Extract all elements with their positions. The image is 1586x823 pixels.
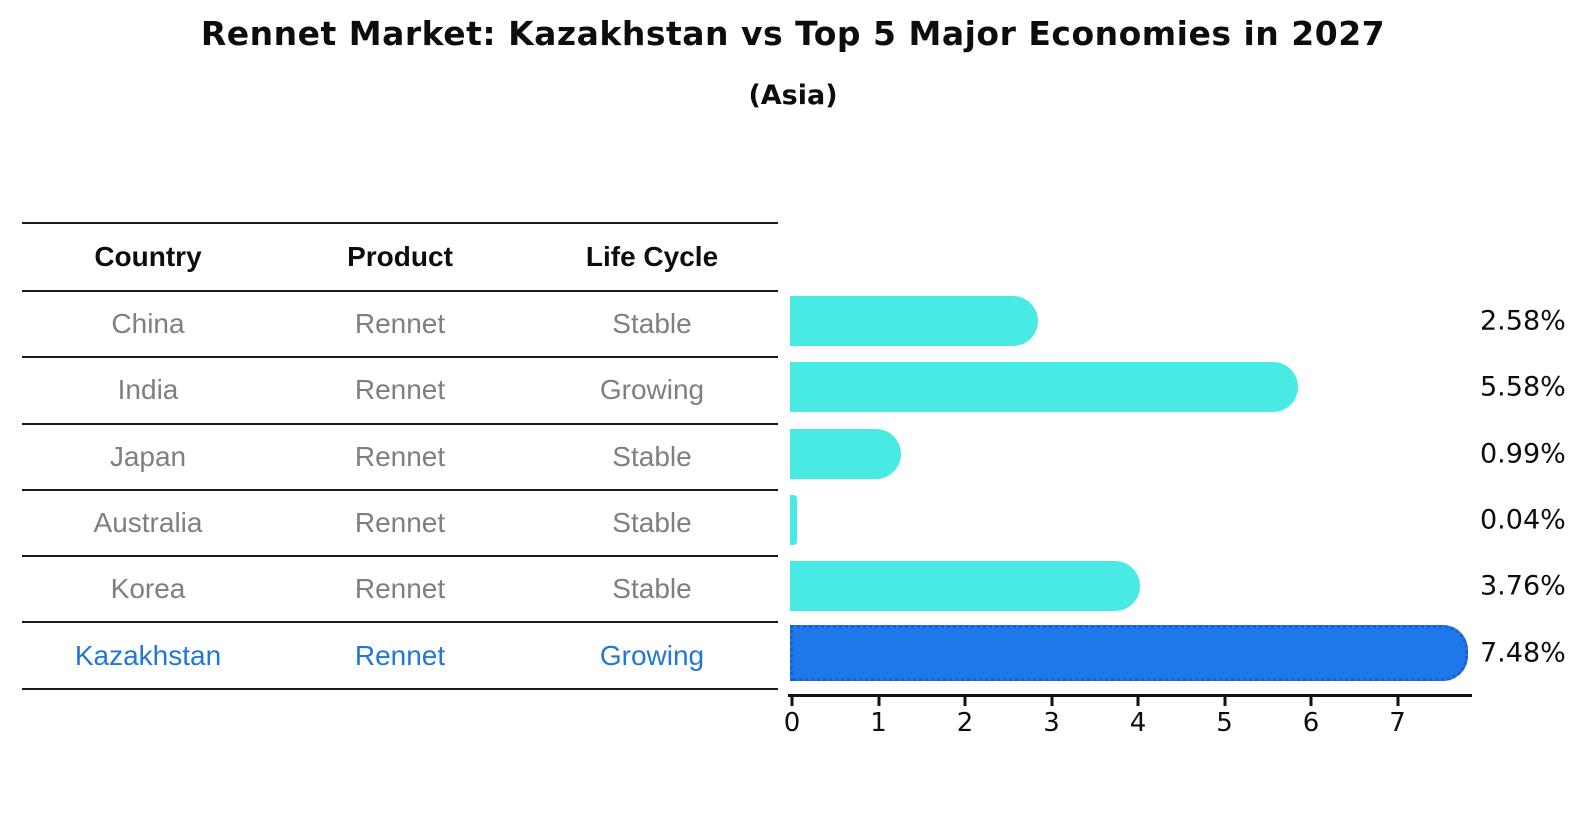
x-tick-mark: [790, 697, 794, 706]
value-label-korea: 3.76%: [1480, 570, 1566, 602]
x-tick-mark: [1050, 697, 1053, 706]
table-row-china: China Rennet Stable: [22, 292, 778, 359]
cell-country: Kazakhstan: [74, 639, 222, 671]
cell-product: Rennet: [354, 507, 446, 539]
table-header-row: Country Product Life Cycle: [22, 224, 778, 292]
column-header-product: Product: [347, 241, 453, 272]
bar-china: [790, 296, 1039, 346]
x-tick-mark: [963, 697, 967, 706]
cell-product: Rennet: [354, 374, 446, 406]
x-tick-mark: [1309, 697, 1313, 706]
cell-product: Rennet: [354, 573, 446, 605]
cell-life-cycle: Growing: [599, 374, 705, 406]
x-tick-mark: [1396, 697, 1399, 706]
table-row-korea: Korea Rennet Stable: [22, 557, 778, 624]
cell-life-cycle: Stable: [612, 440, 692, 472]
cell-country: India: [117, 374, 179, 406]
x-tick-mark: [1136, 697, 1140, 706]
x-tick-label: 6: [1302, 708, 1320, 738]
x-tick-label: 1: [870, 708, 887, 738]
table-row-kazakhstan: Kazakhstan Rennet Growing: [22, 623, 778, 690]
column-header-country: Country: [94, 241, 202, 272]
column-header-life-cycle: Life Cycle: [585, 241, 719, 272]
bar-kazakhstan: [790, 624, 1469, 681]
table-row-australia: Australia Rennet Stable: [22, 491, 778, 558]
x-tick-label: 5: [1216, 708, 1233, 738]
cell-life-cycle: Growing: [599, 639, 705, 671]
table-row-india: India Rennet Growing: [22, 358, 778, 425]
value-label-china: 2.58%: [1480, 305, 1566, 337]
x-tick-label: 7: [1389, 708, 1406, 738]
cell-country: China: [111, 308, 185, 340]
cell-life-cycle: Stable: [612, 573, 692, 605]
bar-japan: [790, 428, 901, 479]
cell-product: Rennet: [354, 308, 446, 340]
cell-country: Japan: [109, 440, 187, 472]
table-row-japan: Japan Rennet Stable: [22, 425, 778, 491]
bar-india: [790, 362, 1298, 413]
value-label-india: 5.58%: [1480, 371, 1566, 403]
x-tick-mark: [1223, 697, 1226, 706]
x-tick-label: 0: [783, 708, 801, 738]
value-label-japan: 0.99%: [1480, 438, 1566, 470]
x-tick-label: 2: [956, 708, 974, 738]
x-tick-label: 3: [1043, 708, 1060, 738]
bar-australia: [790, 494, 797, 545]
chart-title: Rennet Market: Kazakhstan vs Top 5 Major…: [200, 14, 1386, 53]
cell-product: Rennet: [354, 639, 446, 671]
bar-korea: [790, 561, 1141, 612]
value-label-kazakhstan: 7.48%: [1480, 637, 1566, 668]
cell-product: Rennet: [354, 440, 446, 472]
cell-country: Australia: [93, 507, 203, 539]
cell-country: Korea: [110, 573, 186, 605]
x-tick-label: 4: [1129, 708, 1147, 738]
x-tick-mark: [877, 697, 880, 706]
x-axis-line: [788, 694, 1472, 697]
cell-life-cycle: Stable: [612, 308, 692, 340]
country-table: Country Product Life Cycle China Rennet Stabl…: [22, 222, 778, 690]
chart-subtitle: (Asia): [748, 80, 838, 111]
cell-life-cycle: Stable: [612, 507, 692, 539]
value-label-australia: 0.04%: [1480, 504, 1566, 536]
